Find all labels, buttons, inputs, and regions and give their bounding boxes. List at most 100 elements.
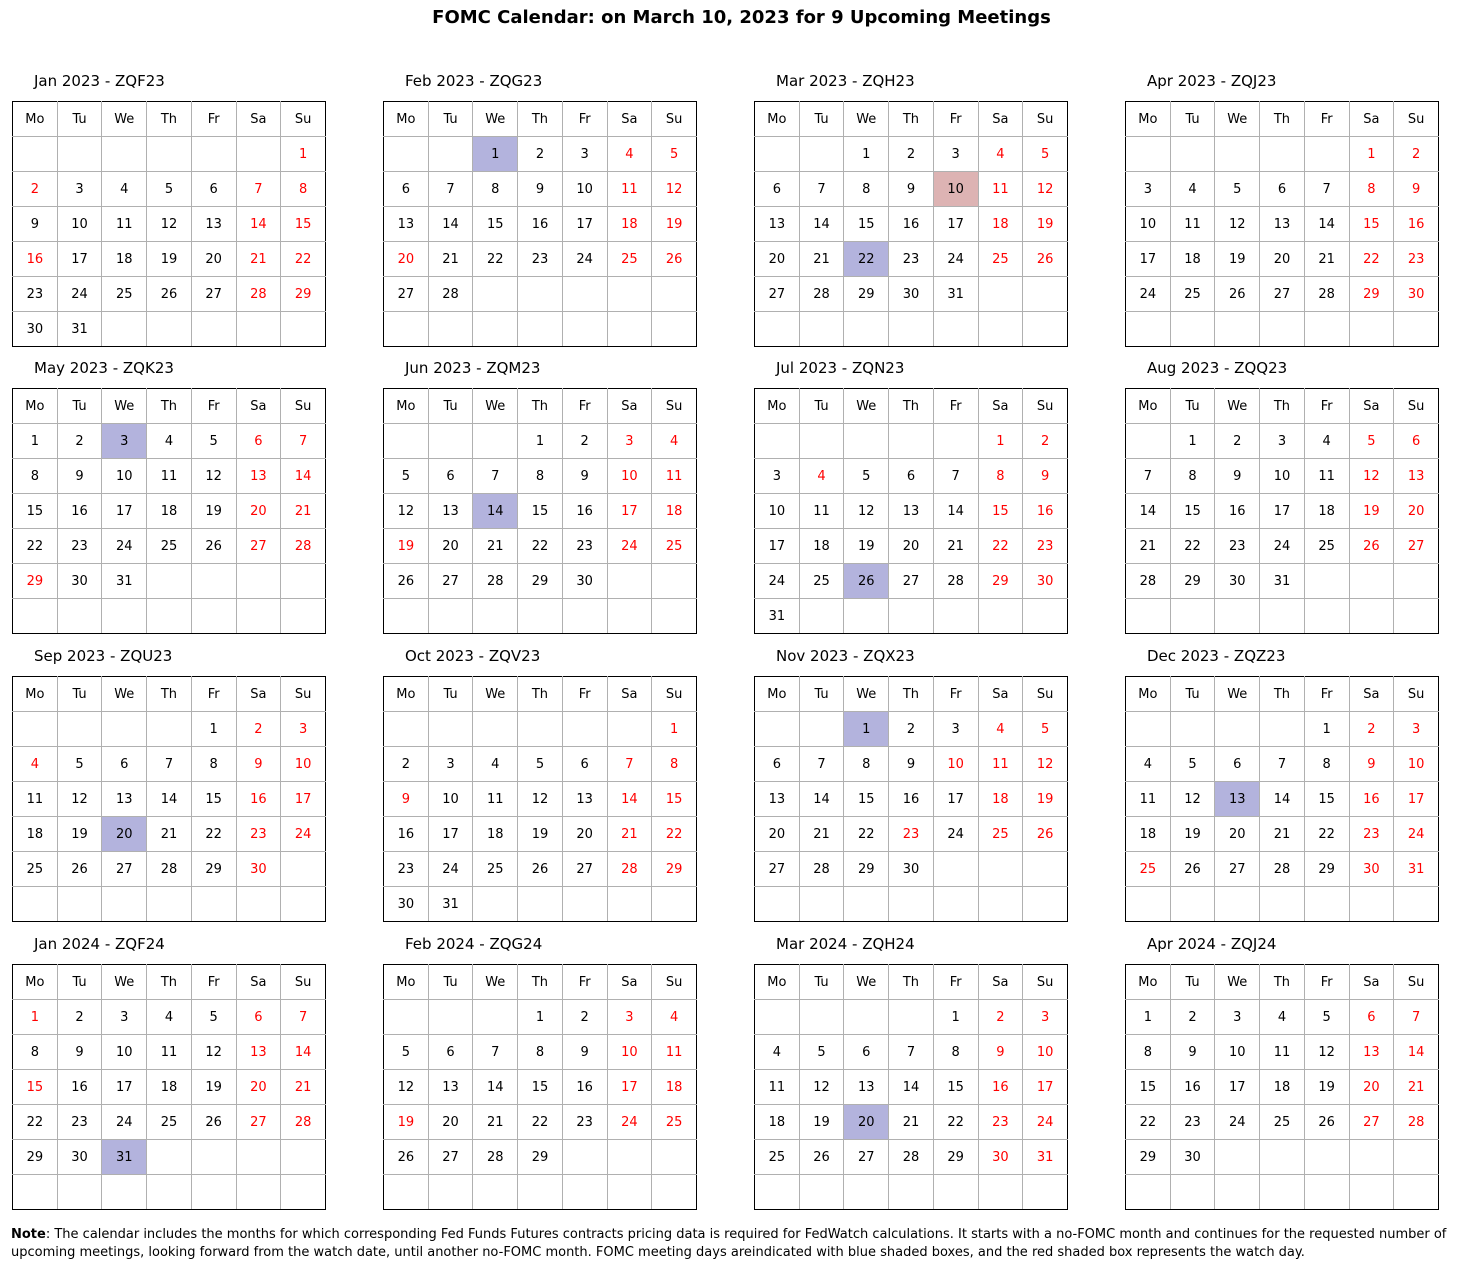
- day-cell: 24: [1259, 528, 1305, 564]
- empty-cell: [977, 311, 1024, 347]
- day-cell: 2: [1348, 711, 1395, 747]
- weekday-label: Su: [1022, 101, 1068, 137]
- empty-cell: [977, 276, 1024, 312]
- day-cell: 1: [932, 999, 979, 1035]
- empty-cell: [1303, 1139, 1350, 1175]
- weekday-header-row: Mo Tu We Th Fr Sa Su: [12, 676, 326, 712]
- day-cell: 12: [1348, 458, 1395, 494]
- day-cell: 1: [843, 136, 890, 172]
- empty-cell: [12, 1174, 58, 1210]
- day-cell: 16: [1022, 493, 1068, 529]
- week-row: [754, 311, 1068, 347]
- empty-cell: [754, 311, 800, 347]
- weekday-label: Su: [1022, 676, 1068, 712]
- weekday-header-row: Mo Tu We Th Fr Sa Su: [383, 101, 697, 137]
- day-cell: 10: [1214, 1034, 1261, 1070]
- empty-cell: [383, 423, 429, 459]
- fomc-meeting-day-cell: 22: [843, 241, 890, 277]
- week-row: 24 25 26 27 28 29 30: [1125, 276, 1439, 312]
- weekday-label: Mo: [383, 964, 429, 1000]
- weekday-label: Tu: [798, 388, 845, 424]
- day-cell: 24: [280, 816, 326, 852]
- day-cell: 8: [843, 171, 890, 207]
- day-cell: 14: [1393, 1034, 1439, 1070]
- empty-cell: [146, 563, 192, 599]
- empty-cell: [798, 711, 845, 747]
- weekday-label: Fr: [190, 964, 237, 1000]
- empty-cell: [235, 563, 282, 599]
- day-cell: 10: [1393, 746, 1439, 782]
- empty-cell: [12, 136, 58, 172]
- day-cell: 26: [56, 851, 103, 887]
- day-cell: 30: [235, 851, 282, 887]
- day-cell: 8: [843, 746, 890, 782]
- week-row: 29 30 31: [12, 563, 326, 599]
- day-cell: 16: [1169, 1069, 1216, 1105]
- day-cell: 27: [101, 851, 148, 887]
- day-cell: 15: [977, 493, 1024, 529]
- day-cell: 3: [427, 746, 474, 782]
- week-row: [1125, 1174, 1439, 1210]
- day-cell: 29: [843, 276, 890, 312]
- day-cell: 23: [977, 1104, 1024, 1140]
- month-grid: Mo Tu We Th Fr Sa Su 1 2 3 4 5 6 7 8 9 10 11 12 13 14 15 16 17 1…: [1125, 101, 1439, 347]
- day-cell: 26: [1022, 816, 1068, 852]
- week-row: 4 5 6 7 8 9 10: [1125, 746, 1439, 782]
- day-cell: 11: [146, 1034, 192, 1070]
- weekday-label: Su: [1022, 964, 1068, 1000]
- day-cell: 3: [606, 999, 653, 1035]
- empty-cell: [383, 311, 429, 347]
- day-cell: 25: [651, 528, 697, 564]
- day-cell: 14: [606, 781, 653, 817]
- weekday-label: Tu: [798, 676, 845, 712]
- month-calendar: Dec 2023 - ZQZ23 Mo Tu We Th Fr Sa Su 1 2 3 4 5 6 7 8 9 1…: [1125, 647, 1439, 966]
- day-cell: 17: [1125, 241, 1171, 277]
- empty-cell: [1169, 711, 1216, 747]
- weekday-label: We: [843, 101, 890, 137]
- empty-cell: [1348, 311, 1395, 347]
- empty-cell: [932, 1174, 979, 1210]
- day-cell: 23: [561, 528, 608, 564]
- day-cell: 7: [798, 746, 845, 782]
- week-row: 18 19 20 21 22 23 24: [12, 816, 326, 852]
- empty-cell: [798, 598, 845, 634]
- week-row: 20 21 22 23 24 25 26: [754, 241, 1068, 277]
- day-cell: 5: [1169, 746, 1216, 782]
- day-cell: 27: [235, 1104, 282, 1140]
- weekday-label: Th: [146, 101, 192, 137]
- day-cell: 2: [56, 423, 103, 459]
- day-cell: 26: [383, 1139, 429, 1175]
- empty-cell: [1348, 886, 1395, 922]
- day-cell: 18: [977, 206, 1024, 242]
- day-cell: 17: [561, 206, 608, 242]
- day-cell: 24: [606, 528, 653, 564]
- day-cell: 5: [383, 458, 429, 494]
- day-cell: 11: [12, 781, 58, 817]
- day-cell: 28: [472, 1139, 519, 1175]
- day-cell: 28: [146, 851, 192, 887]
- month-calendar: Jan 2023 - ZQF23 Mo Tu We Th Fr Sa Su 1 2 3 4 5 6 7 8 9 1…: [12, 72, 326, 391]
- weekday-label: Th: [517, 101, 563, 137]
- weekday-label: Fr: [561, 101, 608, 137]
- week-row: 15 16 17 18 19 20 21: [12, 493, 326, 529]
- week-row: 9 10 11 12 13 14 15: [12, 206, 326, 242]
- day-cell: 27: [1259, 276, 1305, 312]
- empty-cell: [606, 276, 653, 312]
- empty-cell: [843, 311, 890, 347]
- weekday-label: Sa: [235, 676, 282, 712]
- empty-cell: [12, 886, 58, 922]
- day-cell: 27: [427, 1139, 474, 1175]
- day-cell: 19: [383, 528, 429, 564]
- month-title: Feb 2023 - ZQG23: [405, 72, 543, 90]
- day-cell: 4: [606, 136, 653, 172]
- empty-cell: [932, 311, 979, 347]
- weekday-label: Su: [280, 388, 326, 424]
- empty-cell: [1348, 598, 1395, 634]
- weekday-header-row: Mo Tu We Th Fr Sa Su: [383, 388, 697, 424]
- weekday-label: Th: [1259, 676, 1305, 712]
- day-cell: 28: [932, 563, 979, 599]
- day-cell: 7: [472, 1034, 519, 1070]
- empty-cell: [1393, 1139, 1439, 1175]
- empty-cell: [754, 886, 800, 922]
- empty-cell: [932, 886, 979, 922]
